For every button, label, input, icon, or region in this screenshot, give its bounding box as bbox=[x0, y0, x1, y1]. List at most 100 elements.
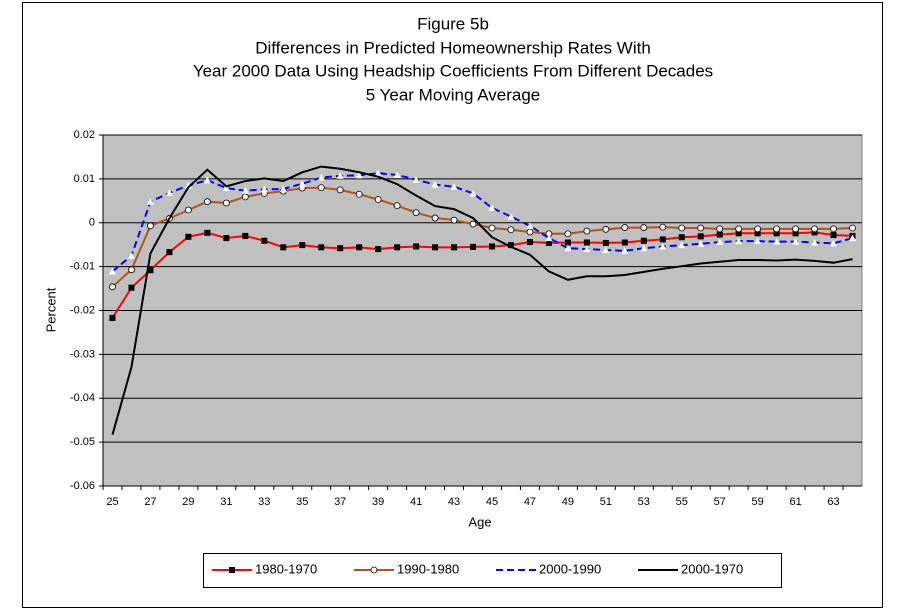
y-tick-label: -0.02 bbox=[70, 304, 95, 316]
y-tick-label: -0.04 bbox=[70, 392, 95, 404]
y-tick-label: 0.02 bbox=[74, 129, 95, 141]
legend bbox=[203, 553, 782, 588]
point bbox=[792, 225, 799, 233]
point bbox=[564, 244, 572, 252]
point bbox=[204, 229, 211, 236]
point bbox=[507, 226, 515, 234]
point bbox=[792, 238, 800, 245]
point bbox=[849, 234, 857, 242]
point bbox=[564, 239, 571, 246]
x-tick-label: 57 bbox=[714, 496, 726, 508]
point bbox=[735, 225, 743, 233]
y-tick-label: 0.01 bbox=[74, 173, 95, 185]
point bbox=[735, 237, 743, 245]
point bbox=[355, 171, 363, 179]
point bbox=[222, 184, 230, 192]
point bbox=[640, 224, 648, 231]
point bbox=[830, 225, 837, 233]
point bbox=[735, 230, 742, 237]
point bbox=[394, 244, 401, 251]
point bbox=[375, 246, 382, 253]
point bbox=[811, 225, 818, 233]
x-tick-label: 29 bbox=[182, 496, 194, 508]
point bbox=[621, 247, 629, 254]
point bbox=[697, 240, 705, 247]
point bbox=[431, 214, 439, 222]
point bbox=[222, 199, 230, 207]
point bbox=[773, 225, 781, 233]
chart-title: Differences in Predicted Homeownership R… bbox=[255, 38, 651, 57]
point bbox=[451, 244, 458, 251]
point bbox=[337, 245, 344, 252]
point bbox=[470, 243, 477, 250]
point bbox=[317, 184, 325, 192]
point bbox=[583, 239, 590, 246]
x-tick-label: 31 bbox=[220, 496, 232, 508]
legend-label: 1990-1980 bbox=[397, 561, 459, 576]
point bbox=[583, 245, 591, 253]
point bbox=[469, 189, 477, 197]
point bbox=[640, 244, 648, 252]
point bbox=[526, 228, 534, 236]
point bbox=[488, 204, 496, 211]
point bbox=[811, 238, 819, 246]
x-tick-label: 41 bbox=[410, 496, 422, 508]
point bbox=[830, 239, 838, 247]
point bbox=[697, 224, 705, 232]
chart-title: 5 Year Moving Average bbox=[366, 85, 541, 104]
point bbox=[166, 249, 173, 256]
point bbox=[526, 222, 534, 229]
legend-marker bbox=[512, 566, 520, 573]
x-tick-label: 37 bbox=[334, 496, 346, 508]
x-tick-label: 53 bbox=[638, 496, 650, 508]
point bbox=[754, 230, 761, 237]
point bbox=[432, 244, 439, 251]
point bbox=[185, 233, 192, 240]
point bbox=[146, 198, 154, 205]
x-tick-label: 39 bbox=[372, 496, 384, 508]
point bbox=[165, 189, 173, 196]
x-tick-label: 45 bbox=[486, 496, 498, 508]
y-axis-label: Percent bbox=[43, 287, 58, 332]
x-tick-label: 47 bbox=[524, 496, 536, 508]
point bbox=[716, 238, 724, 246]
point bbox=[773, 230, 780, 237]
series-line bbox=[111, 231, 853, 319]
point bbox=[355, 190, 363, 198]
point bbox=[431, 181, 439, 188]
point bbox=[450, 216, 458, 224]
point bbox=[128, 284, 135, 291]
point bbox=[678, 234, 685, 241]
y-tick-label: -0.03 bbox=[70, 348, 95, 360]
point bbox=[184, 206, 192, 214]
point bbox=[147, 222, 154, 230]
point bbox=[583, 227, 591, 235]
point bbox=[507, 213, 515, 220]
point bbox=[450, 183, 458, 190]
point bbox=[849, 224, 856, 232]
y-tick-label: -0.06 bbox=[70, 480, 95, 492]
point bbox=[659, 236, 666, 243]
series-line bbox=[111, 165, 853, 435]
legend-marker bbox=[229, 567, 235, 573]
point bbox=[621, 239, 628, 246]
point bbox=[602, 225, 610, 233]
point bbox=[223, 235, 230, 242]
legend-label: 2000-1970 bbox=[681, 561, 743, 576]
point bbox=[356, 244, 363, 251]
point bbox=[412, 176, 420, 183]
point bbox=[393, 171, 401, 178]
x-tick-label: 25 bbox=[106, 496, 118, 508]
point bbox=[374, 196, 382, 203]
point bbox=[678, 241, 686, 249]
point bbox=[773, 238, 781, 245]
point bbox=[640, 237, 647, 244]
x-tick-label: 43 bbox=[448, 496, 460, 508]
point bbox=[412, 209, 420, 217]
point bbox=[469, 220, 477, 228]
point bbox=[203, 198, 211, 206]
point bbox=[697, 233, 704, 240]
point bbox=[545, 234, 553, 242]
point bbox=[299, 242, 306, 249]
